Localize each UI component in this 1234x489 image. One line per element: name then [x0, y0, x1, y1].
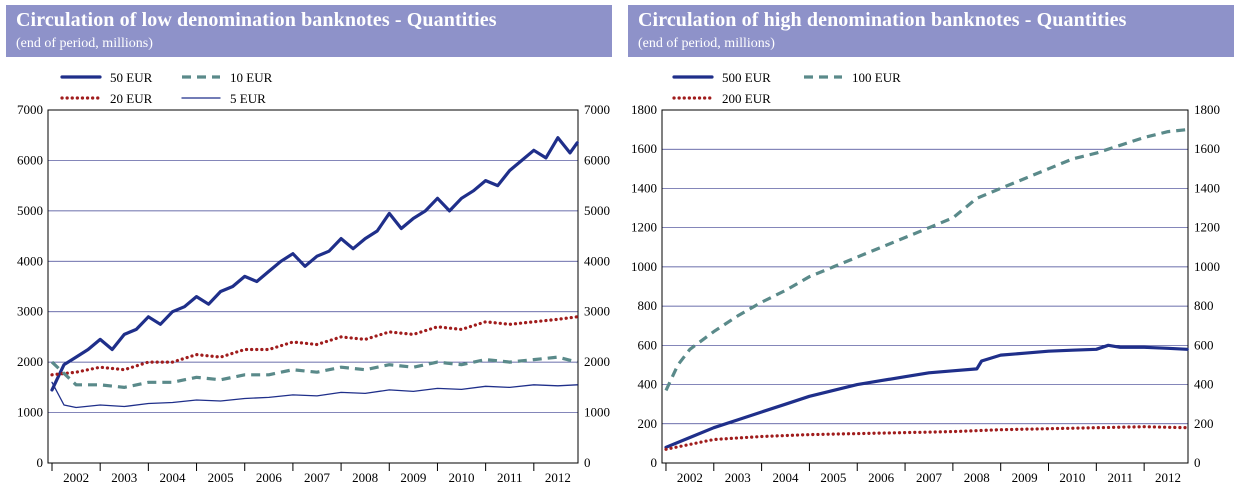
y-tick-label-left: 200 — [638, 416, 658, 431]
y-tick-label-left: 800 — [638, 298, 658, 313]
x-tick-label: 2010 — [1059, 470, 1085, 485]
series-line — [51, 381, 578, 409]
legend-label: 50 EUR — [110, 70, 153, 85]
y-tick-label-left: 1000 — [17, 405, 43, 420]
x-tick-label: 2005 — [820, 470, 846, 485]
y-tick-label-left: 5000 — [17, 203, 43, 218]
y-tick-label-right: 1800 — [1194, 102, 1220, 117]
y-tick-label-right: 0 — [1194, 455, 1201, 470]
y-tick-label-right: 800 — [1194, 298, 1214, 313]
chart-plot-low-denomination: 0 0 1000 1000 2000 2000 3000 3000 4000 4000 5000 50… — [17, 70, 610, 485]
y-tick-label-left: 7000 — [17, 102, 43, 117]
x-tick-label: 2007 — [304, 470, 331, 485]
x-tick-label: 2003 — [725, 470, 751, 485]
series-line — [50, 355, 578, 389]
series-line — [50, 136, 579, 392]
x-tick-label: 2007 — [916, 470, 943, 485]
y-tick-label-left: 6000 — [17, 152, 43, 167]
y-tick-label-left: 400 — [638, 377, 658, 392]
y-tick-label-right: 6000 — [584, 152, 610, 167]
series-line — [664, 128, 1188, 392]
chart-title: Circulation of high denomination banknot… — [638, 9, 1127, 31]
legend-label: 10 EUR — [230, 70, 273, 85]
y-tick-label-right: 1000 — [1194, 259, 1220, 274]
y-tick-label-right: 1000 — [584, 405, 610, 420]
y-tick-label-left: 1200 — [631, 220, 657, 235]
series-line — [664, 425, 1189, 451]
chart-title: Circulation of low denomination banknote… — [16, 9, 497, 31]
y-tick-label-right: 4000 — [584, 253, 610, 268]
series-line — [664, 343, 1189, 449]
y-tick-label-left: 1600 — [631, 141, 657, 156]
x-tick-label: 2002 — [677, 470, 703, 485]
plot-frame — [661, 109, 1189, 464]
x-tick-label: 2009 — [400, 470, 426, 485]
y-tick-label-left: 0 — [37, 455, 44, 470]
y-tick-label-right: 600 — [1194, 337, 1214, 352]
chart-panel-low-denomination: Circulation of low denomination banknote… — [0, 0, 612, 489]
x-tick-label: 2012 — [1155, 470, 1181, 485]
y-tick-label-right: 7000 — [584, 102, 610, 117]
y-tick-label-left: 3000 — [17, 304, 43, 319]
x-tick-label: 2011 — [497, 470, 523, 485]
y-tick-label-left: 0 — [651, 455, 658, 470]
x-tick-label: 2010 — [449, 470, 475, 485]
y-tick-label-left: 1000 — [631, 259, 657, 274]
x-tick-label: 2006 — [256, 470, 283, 485]
y-tick-label-left: 600 — [638, 337, 658, 352]
x-tick-label: 2003 — [111, 470, 137, 485]
legend-label: 20 EUR — [110, 91, 153, 106]
x-tick-label: 2008 — [964, 470, 990, 485]
x-tick-label: 2002 — [63, 470, 89, 485]
legend-label: 5 EUR — [230, 91, 266, 106]
y-tick-label-right: 1600 — [1194, 141, 1220, 156]
chart-panel-high-denomination: Circulation of high denomination banknot… — [622, 0, 1234, 489]
legend-label: 500 EUR — [722, 70, 771, 85]
x-tick-label: 2005 — [208, 470, 234, 485]
plot-frame — [47, 109, 579, 464]
legend-label: 100 EUR — [852, 70, 901, 85]
chart-subtitle: (end of period, millions) — [638, 36, 775, 51]
y-tick-label-right: 3000 — [584, 304, 610, 319]
y-tick-label-right: 1200 — [1194, 220, 1220, 235]
chart-header: Circulation of high denomination banknot… — [628, 5, 1234, 57]
series-line — [50, 315, 579, 377]
chart-subtitle: (end of period, millions) — [16, 36, 153, 51]
y-tick-label-right: 5000 — [584, 203, 610, 218]
x-tick-label: 2004 — [773, 470, 800, 485]
x-tick-label: 2009 — [1012, 470, 1038, 485]
chart-header: Circulation of low denomination banknote… — [6, 5, 612, 57]
y-tick-label-right: 1400 — [1194, 180, 1220, 195]
y-tick-label-left: 4000 — [17, 253, 43, 268]
legend-label: 200 EUR — [722, 91, 771, 106]
y-tick-label-right: 200 — [1194, 416, 1214, 431]
y-tick-label-right: 2000 — [584, 354, 610, 369]
y-tick-label-right: 400 — [1194, 377, 1214, 392]
x-tick-label: 2012 — [545, 470, 571, 485]
y-tick-label-left: 2000 — [17, 354, 43, 369]
x-tick-label: 2008 — [352, 470, 378, 485]
x-tick-label: 2004 — [159, 470, 186, 485]
x-tick-label: 2011 — [1107, 470, 1133, 485]
x-tick-label: 2006 — [868, 470, 895, 485]
y-tick-label-left: 1400 — [631, 180, 657, 195]
y-tick-label-left: 1800 — [631, 102, 657, 117]
y-tick-label-right: 0 — [584, 455, 591, 470]
chart-plot-high-denomination: 0 0 200 200 400 400 600 600 800 800 1000 1000 1200 12… — [631, 70, 1220, 485]
